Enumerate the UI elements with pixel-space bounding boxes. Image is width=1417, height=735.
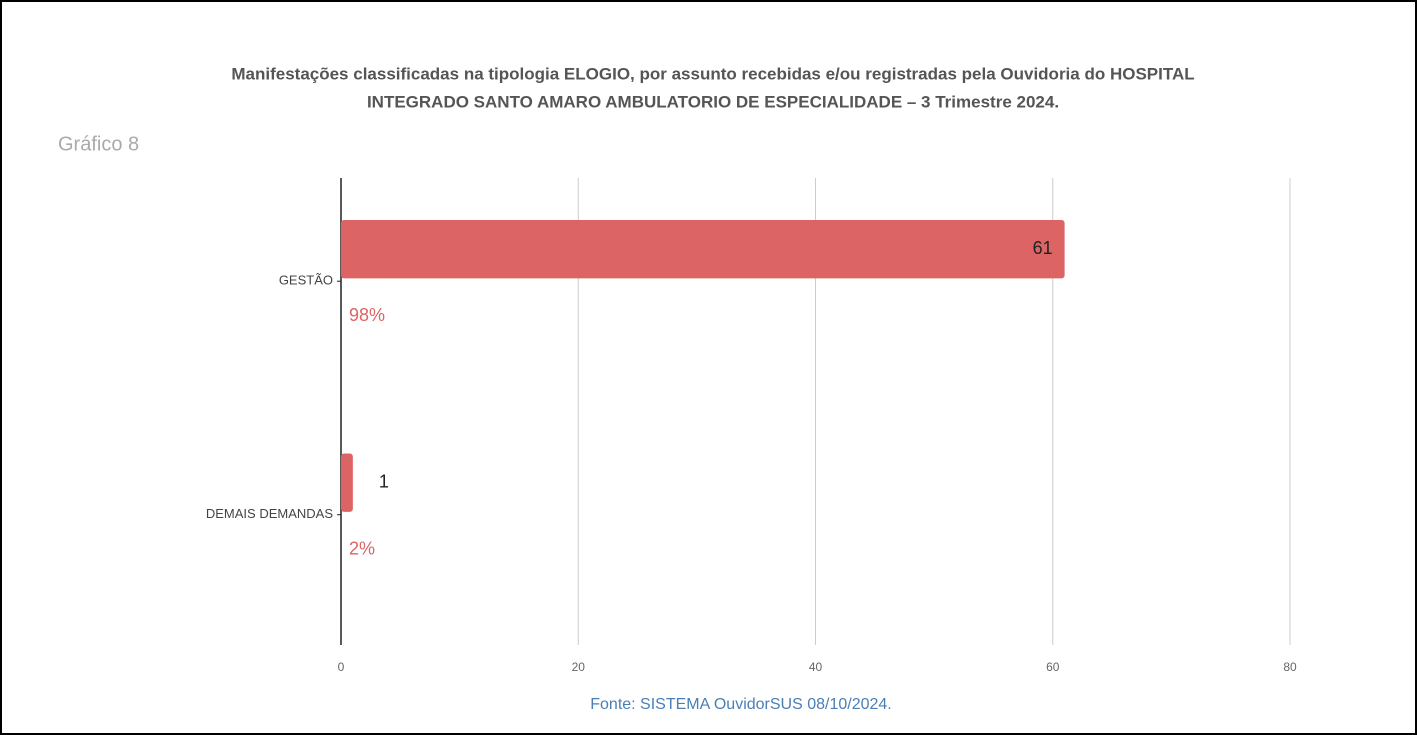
x-tick-label: 80 bbox=[1283, 660, 1297, 674]
x-tick-label: 60 bbox=[1046, 660, 1060, 674]
bar bbox=[341, 453, 353, 512]
data-label: 61 bbox=[1033, 238, 1053, 258]
source: Fonte: SISTEMA OuvidorSUS 08/10/2024. bbox=[590, 696, 892, 713]
x-tick-label: 20 bbox=[572, 660, 586, 674]
x-tick-label: 0 bbox=[338, 660, 345, 674]
category-label: DEMAIS DEMANDAS bbox=[206, 506, 333, 521]
data-label: 1 bbox=[379, 471, 389, 491]
percent-label: 2% bbox=[349, 538, 375, 558]
percent-label: 98% bbox=[349, 305, 385, 325]
category-label: GESTÃO bbox=[279, 273, 333, 288]
chart-title: INTEGRADO SANTO AMARO AMBULATORIO DE ESP… bbox=[367, 92, 1059, 111]
chart-subtitle: Gráfico 8 bbox=[58, 133, 139, 155]
chart-title: Manifestações classificadas na tipologia… bbox=[231, 64, 1194, 83]
x-tick-label: 40 bbox=[809, 660, 823, 674]
bar bbox=[341, 220, 1065, 279]
